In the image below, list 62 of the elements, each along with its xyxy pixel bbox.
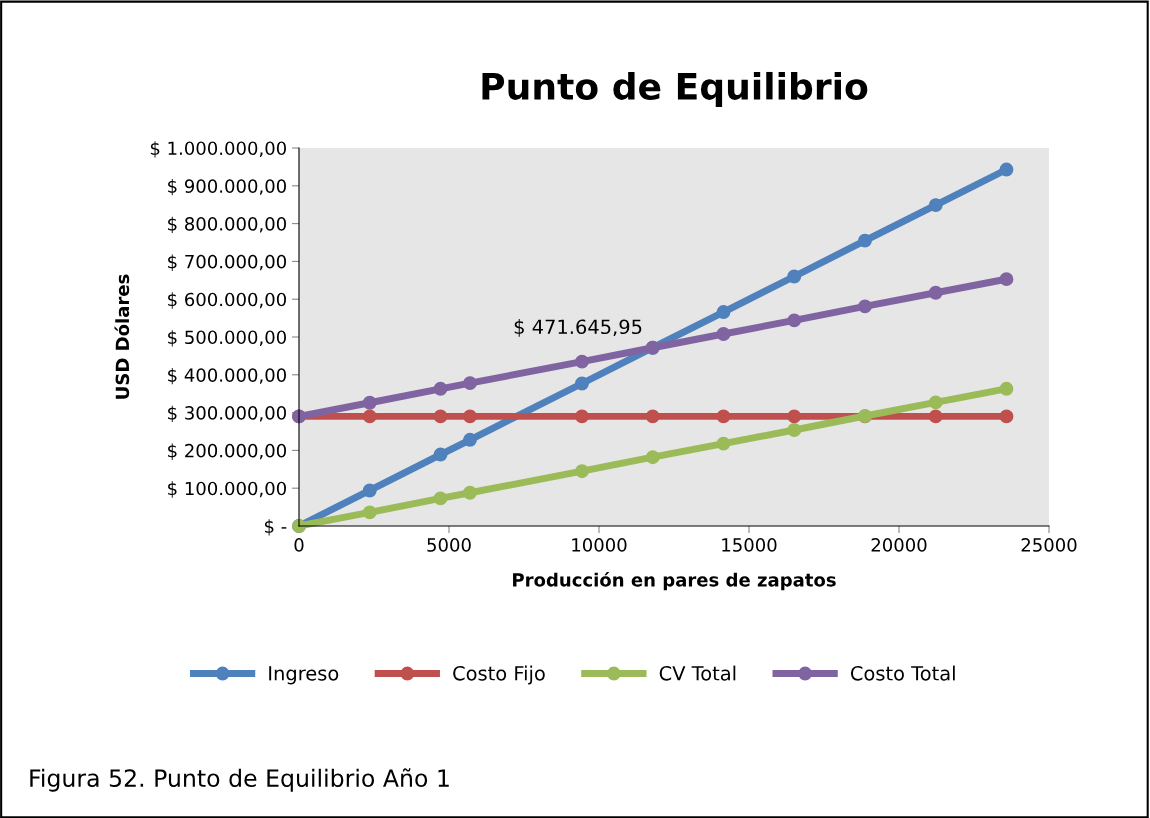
- point: [858, 233, 872, 248]
- point: [787, 313, 802, 328]
- y-tick-label: $ 200.000,00: [168, 443, 286, 460]
- point: [716, 409, 731, 424]
- y-axis-title: USD Dólares: [114, 274, 130, 399]
- x-tick-label: 25000: [1021, 538, 1077, 552]
- point: [716, 305, 731, 319]
- point: [575, 464, 589, 479]
- point: [787, 423, 802, 437]
- x-tick-label: 10000: [572, 538, 627, 552]
- point: [362, 483, 377, 498]
- point: [716, 436, 731, 451]
- y-tick-label: $ 1.000.000,00: [150, 141, 286, 158]
- point: [716, 327, 731, 341]
- y-tick-label: $ 300.000,00: [168, 405, 286, 423]
- legend-label: Costo Total: [850, 665, 955, 681]
- point: [362, 409, 377, 424]
- point: [999, 409, 1014, 424]
- point: [928, 285, 943, 300]
- point: [433, 491, 448, 506]
- point: [645, 450, 660, 465]
- x-tick-label: 20000: [871, 538, 927, 552]
- point: [433, 381, 448, 396]
- point: [433, 409, 448, 424]
- x-tick-label: 5000: [427, 538, 471, 552]
- point: [463, 485, 477, 500]
- point: [999, 272, 1014, 287]
- y-tick-label: $ 700.000,00: [168, 254, 286, 271]
- point: [362, 505, 377, 520]
- y-tick-label: $ -: [264, 519, 287, 536]
- point: [787, 269, 802, 284]
- y-tick-label: $ 900.000,00: [168, 178, 286, 196]
- x-tick-label: 15000: [722, 538, 777, 552]
- point: [928, 395, 943, 410]
- point: [463, 409, 477, 424]
- point: [463, 376, 477, 391]
- point: [645, 409, 660, 424]
- y-tick-label: $ 100.000,00: [168, 481, 286, 498]
- legend-label: CV Total: [659, 665, 736, 681]
- point: [433, 447, 448, 462]
- chart-title: Punto de Equilibrio: [482, 71, 868, 107]
- text: Figura 52. Punto de Equilibrio Año 1: [30, 768, 449, 792]
- legend-label: Ingreso: [269, 666, 339, 685]
- point: [362, 395, 377, 410]
- x-tick-label: 0: [294, 538, 304, 552]
- y-tick-label: $ 500.000,00: [168, 330, 286, 347]
- point: [999, 162, 1014, 177]
- x-axis-title: Producción en pares de zapatos: [513, 571, 836, 591]
- point: [787, 409, 802, 424]
- point: [463, 432, 477, 447]
- point: [928, 409, 943, 424]
- point: [575, 354, 589, 369]
- annotation: $ 471.645,95: [514, 319, 642, 337]
- point: [575, 376, 589, 391]
- point: [999, 381, 1014, 396]
- y-tick-label: $ 400.000,00: [168, 367, 286, 385]
- y-tick-label: $ 800.000,00: [168, 216, 286, 234]
- legend-label: Costo Fijo: [453, 665, 545, 685]
- point: [858, 299, 872, 314]
- y-tick-label: $ 600.000,00: [168, 292, 286, 309]
- point: [575, 409, 589, 424]
- point: [928, 198, 943, 213]
